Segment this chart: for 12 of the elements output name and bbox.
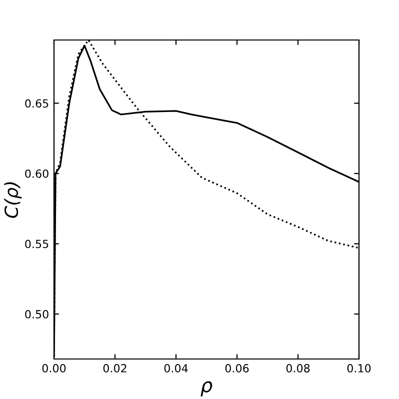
x-tick-label: 0.02 <box>103 364 126 372</box>
x-tick-label: 0.06 <box>225 364 249 372</box>
y-tick-label: 0.60 <box>25 169 48 178</box>
x-tick-label: 0.08 <box>286 364 310 372</box>
y-tick-label: 0.65 <box>25 99 48 108</box>
y-tick-label: 0.55 <box>25 240 48 248</box>
y-axis-title: C(ρ) <box>4 182 22 218</box>
x-axis-title: ρ <box>200 381 212 396</box>
y-tick-label: 0.50 <box>25 310 48 318</box>
x-tick-label: 0.00 <box>42 364 66 372</box>
x-tick-label: 0.04 <box>164 364 188 372</box>
x-tick-label: 0.10 <box>347 364 371 372</box>
